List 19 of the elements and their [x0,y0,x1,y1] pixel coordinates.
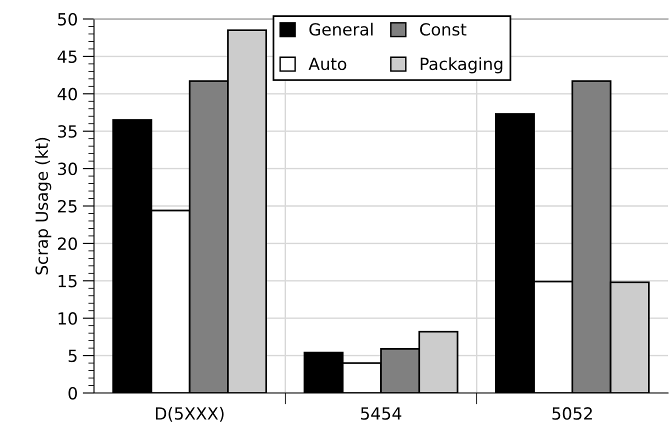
legend-label: Const [420,23,466,36]
legend-label: Auto [308,58,346,70]
y-tick-label: 0 [68,386,77,400]
x-tick-label: 5052 [552,407,592,420]
y-axis-title: Scrap Usage (kt) [35,138,52,274]
y-tick-label: 45 [58,50,77,63]
x-tick-label: 5454 [361,407,402,420]
legend-label: Packaging [420,57,502,74]
y-tick-label: 25 [58,200,77,213]
y-tick-label: 20 [58,237,77,250]
y-tick-label: 50 [58,12,77,26]
y-tick-label: 40 [58,88,77,100]
legend-label: General [309,22,373,36]
y-tick-label: 30 [58,162,77,176]
x-tick-label: D(5XXX) [156,406,224,422]
y-tick-label: 10 [58,312,77,325]
y-tick-label: 15 [58,274,77,288]
y-tick-label: 5 [68,350,77,362]
y-tick-label: 35 [58,125,77,138]
